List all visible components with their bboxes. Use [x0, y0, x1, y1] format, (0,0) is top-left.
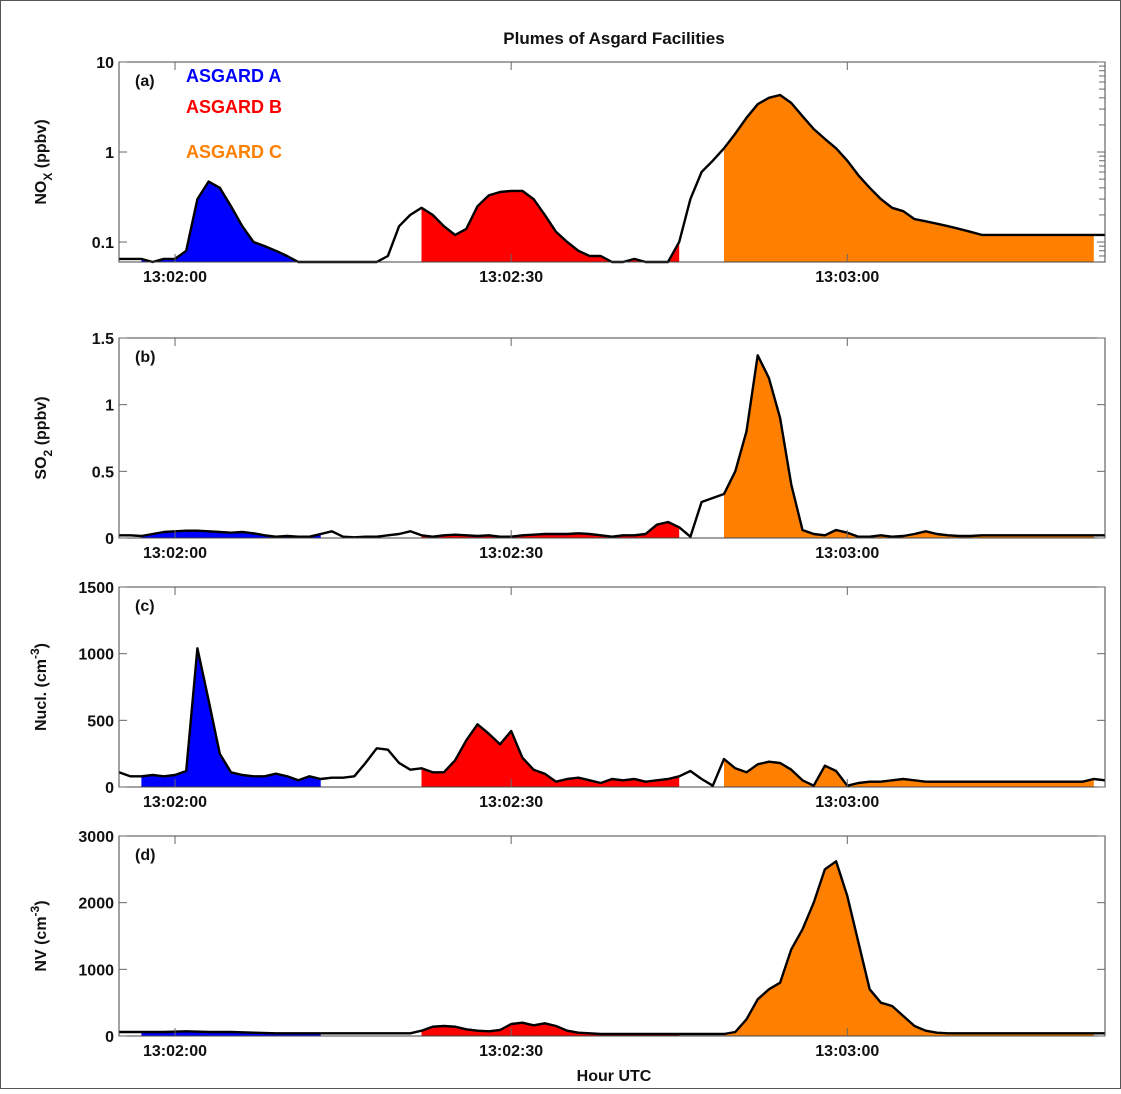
plume-area-asgard-c — [724, 95, 1094, 262]
plume-area-asgard-c — [724, 759, 1094, 787]
y-axis-label: NOX (ppbv) — [33, 119, 55, 204]
y-tick-label: 2000 — [78, 896, 114, 913]
panel-a: 0.1 1 10 13:02:00 13:02:30 13:03:00 (a) NOX (pp… — [33, 55, 1106, 286]
y-tick-label: 3000 — [78, 829, 114, 846]
x-tick-label: 13:03:00 — [815, 794, 879, 811]
panel-c: 0 500 1000 1500 13:02:00 13:02:30 13:03:00 (c) N… — [28, 580, 1106, 811]
plume-area-asgard-c — [724, 861, 1094, 1036]
y-tick-label: 0.5 — [92, 464, 114, 481]
x-tick-label: 13:03:00 — [815, 1043, 879, 1060]
legend-entry-asgard-c: ASGARD C — [186, 142, 282, 162]
series-line — [118, 647, 1106, 787]
x-tick-label: 13:02:30 — [479, 1043, 543, 1060]
series-line — [119, 860, 1105, 1036]
series-line — [119, 354, 1105, 539]
plume-area-asgard-a — [141, 181, 321, 262]
x-tick-label: 13:02:30 — [479, 545, 543, 562]
panel-d: 0 1000 2000 3000 13:02:00 13:02:30 13:03:00 (d)… — [28, 829, 1106, 1060]
y-tick-label: 1500 — [78, 580, 114, 597]
x-tick-label: 13:02:30 — [479, 269, 543, 286]
legend: ASGARD A ASGARD B ASGARD C — [186, 66, 282, 162]
panel-label: (b) — [135, 349, 155, 366]
y-tick-label: 0 — [105, 780, 114, 797]
y-tick-label: 0 — [105, 531, 114, 548]
plume-area-asgard-b — [421, 190, 680, 262]
y-axis-label: Nucl. (cm-3) — [28, 643, 50, 731]
y-tick-label: 1.5 — [92, 331, 114, 348]
plume-area-asgard-b — [421, 1022, 680, 1036]
plume-area-asgard-b — [421, 724, 680, 787]
x-tick-label: 13:02:00 — [143, 545, 207, 562]
plume-area-asgard-c — [724, 355, 1094, 538]
y-tick-label: 1000 — [78, 647, 114, 664]
y-tick-label: 1000 — [78, 962, 114, 979]
x-tick-label: 13:03:00 — [815, 545, 879, 562]
y-tick-label: 1 — [105, 398, 114, 415]
x-tick-label: 13:02:00 — [143, 269, 207, 286]
y-axis-label: SO2 (ppbv) — [33, 396, 55, 479]
x-tick-label: 13:02:30 — [479, 794, 543, 811]
x-tick-label: 13:02:00 — [143, 794, 207, 811]
x-tick-label: 13:03:00 — [815, 269, 879, 286]
y-axis-label: NV (cm-3) — [28, 900, 50, 971]
y-tick-label: 10 — [96, 55, 114, 72]
axes-box — [118, 61, 1106, 263]
panel-label: (d) — [135, 847, 155, 864]
panel-label: (a) — [135, 73, 155, 90]
x-axis-label: Hour UTC — [577, 1068, 652, 1085]
axes-box — [118, 586, 1106, 788]
x-tick-label: 13:02:00 — [143, 1043, 207, 1060]
axes-box — [118, 337, 1106, 539]
y-tick-label: 0.1 — [92, 235, 114, 252]
plume-area-asgard-a — [141, 530, 321, 538]
panel-b: 0 0.5 1 1.5 13:02:00 13:02:30 13:03:00 (b) SO2 (… — [33, 331, 1106, 562]
axes-box — [118, 835, 1106, 1037]
y-tick-label: 1 — [105, 145, 114, 162]
y-tick-label: 500 — [87, 713, 114, 730]
y-tick-label: 0 — [105, 1029, 114, 1046]
chart-title: Plumes of Asgard Facilities — [503, 29, 724, 48]
legend-entry-asgard-a: ASGARD A — [186, 66, 281, 86]
legend-entry-asgard-b: ASGARD B — [186, 97, 282, 117]
panel-label: (c) — [135, 598, 155, 615]
